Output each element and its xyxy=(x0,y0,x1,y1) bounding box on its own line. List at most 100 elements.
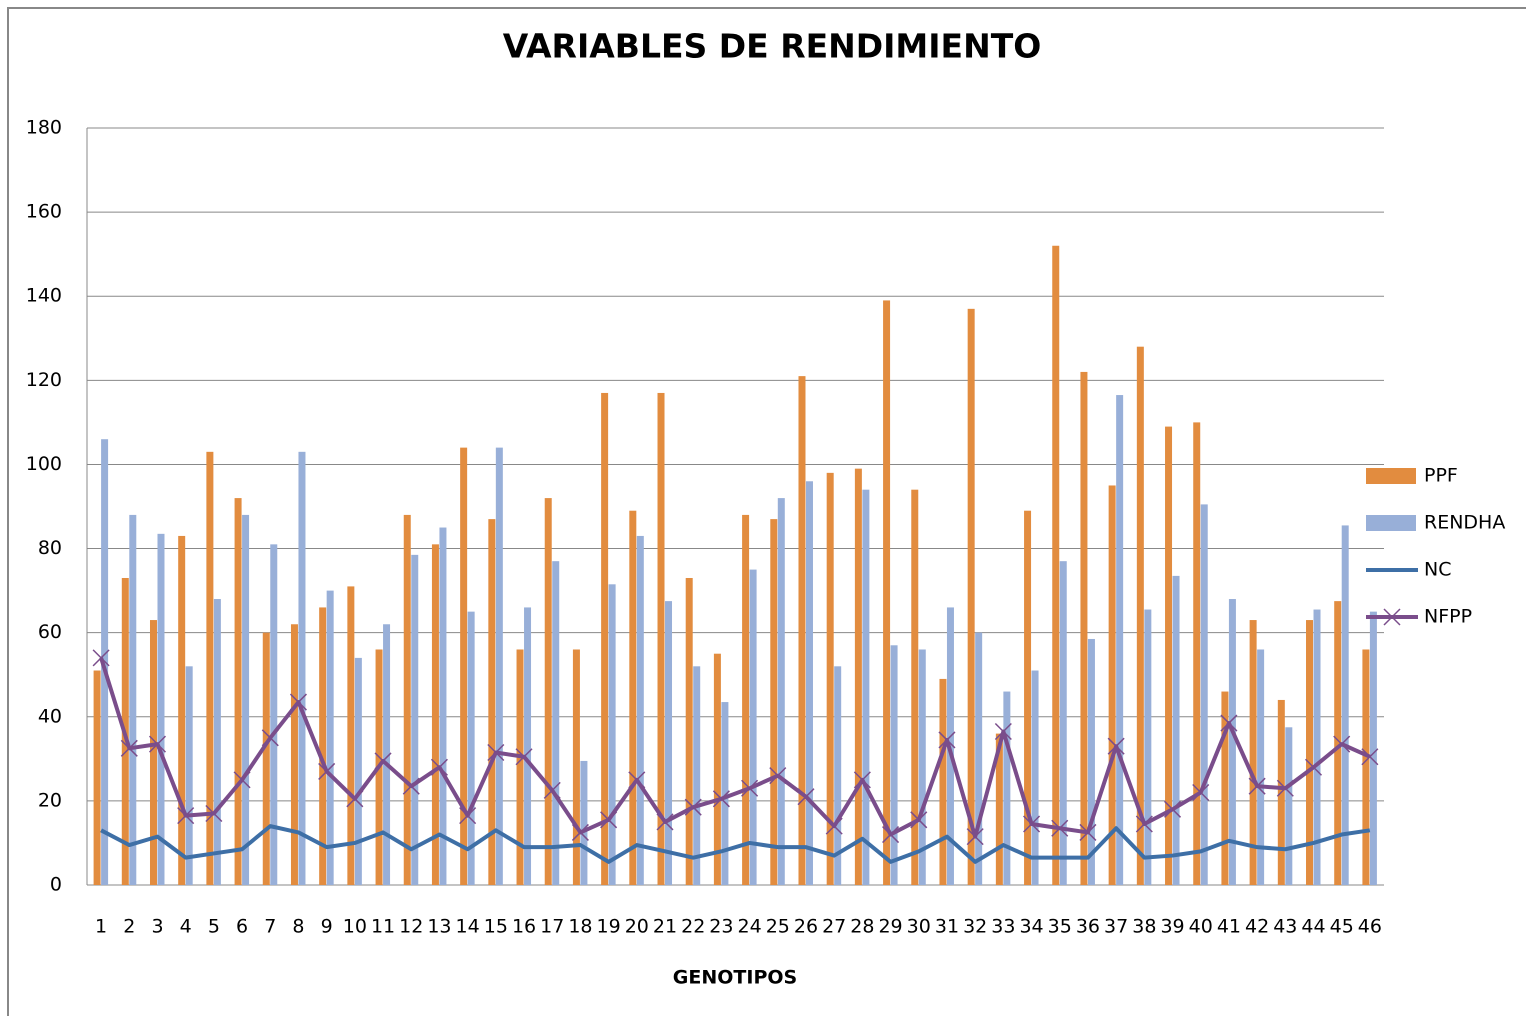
bar xyxy=(1193,422,1201,885)
line-marker xyxy=(92,649,110,667)
x-tick-label: 38 xyxy=(1132,916,1156,938)
bar xyxy=(347,586,355,885)
bar xyxy=(995,733,1003,885)
bar xyxy=(544,498,552,885)
line-marker xyxy=(402,777,420,795)
bar xyxy=(749,569,757,885)
x-tick-label: 25 xyxy=(766,916,790,938)
bar xyxy=(213,599,221,885)
line-marker xyxy=(1276,779,1294,797)
line-marker xyxy=(430,758,448,776)
bar xyxy=(1341,525,1349,885)
x-axis-label: GENOTIPOS xyxy=(673,967,797,989)
bar xyxy=(1003,691,1011,885)
x-tick-label: 26 xyxy=(794,916,818,938)
y-tick-label: 140 xyxy=(26,285,62,307)
bar xyxy=(608,584,616,885)
bar xyxy=(1362,649,1370,885)
legend-label: NC xyxy=(1424,559,1451,581)
bar xyxy=(713,653,721,885)
x-tick-label: 18 xyxy=(568,916,592,938)
bar xyxy=(488,519,496,885)
bar xyxy=(403,514,411,885)
line-marker xyxy=(1051,819,1069,837)
x-tick-label: 43 xyxy=(1273,916,1297,938)
bar xyxy=(1172,575,1180,885)
y-tick-label: 60 xyxy=(38,621,62,643)
bar xyxy=(1306,620,1314,885)
x-tick-label: 13 xyxy=(427,916,451,938)
x-tick-label: 8 xyxy=(292,916,304,938)
bar xyxy=(967,308,975,886)
bar xyxy=(495,447,503,885)
y-tick-label: 180 xyxy=(26,117,62,139)
bar xyxy=(129,514,137,885)
x-tick-label: 19 xyxy=(597,916,621,938)
bar xyxy=(149,620,157,885)
line-marker xyxy=(910,811,928,829)
x-tick-label: 9 xyxy=(321,916,333,938)
x-tick-label: 21 xyxy=(653,916,677,938)
x-tick-label: 44 xyxy=(1301,916,1325,938)
bar xyxy=(1285,727,1293,885)
line-marker xyxy=(853,771,871,789)
line-marker xyxy=(233,771,251,789)
bar xyxy=(1257,649,1265,885)
y-tick-label: 80 xyxy=(38,537,62,559)
bar xyxy=(431,544,439,885)
bar xyxy=(326,590,334,885)
x-tick-label: 12 xyxy=(399,916,423,938)
y-tick-label: 160 xyxy=(26,201,62,223)
x-tick-label: 35 xyxy=(1048,916,1072,938)
bar xyxy=(742,514,750,885)
y-tick-label: 100 xyxy=(26,453,62,475)
line-marker xyxy=(374,752,392,770)
bar xyxy=(629,510,637,885)
line-series xyxy=(100,824,1371,864)
bar xyxy=(1369,611,1377,885)
bar xyxy=(1228,599,1236,885)
bar xyxy=(1059,561,1067,885)
x-tick-label: 30 xyxy=(907,916,931,938)
legend-label: NFPP xyxy=(1424,606,1472,628)
y-tick-label: 40 xyxy=(38,705,62,727)
bar xyxy=(1313,609,1321,885)
line-marker xyxy=(797,788,815,806)
bar xyxy=(354,657,362,885)
bar xyxy=(770,519,778,885)
line-marker xyxy=(261,729,279,747)
legend-marker xyxy=(1383,608,1401,626)
x-tick-label: 37 xyxy=(1104,916,1128,938)
bar xyxy=(206,451,214,885)
legend-swatch xyxy=(1366,468,1416,484)
x-tick-label: 29 xyxy=(878,916,902,938)
line-marker xyxy=(1361,748,1379,766)
bar xyxy=(918,649,926,885)
x-tick-label: 32 xyxy=(963,916,987,938)
legend-label: PPF xyxy=(1424,465,1458,487)
line-marker xyxy=(515,748,533,766)
line-marker xyxy=(825,817,843,835)
bar xyxy=(939,678,947,885)
bar xyxy=(975,632,983,885)
x-tick-label: 16 xyxy=(512,916,536,938)
bar xyxy=(1144,609,1152,885)
bar xyxy=(319,607,327,885)
bar xyxy=(93,670,101,885)
bar xyxy=(467,611,475,885)
bar xyxy=(157,533,165,885)
bar xyxy=(805,481,813,885)
x-tick-label: 40 xyxy=(1189,916,1213,938)
bar xyxy=(234,498,242,885)
line-marker xyxy=(148,735,167,753)
x-tick-label: 3 xyxy=(151,916,163,938)
line-marker xyxy=(628,771,646,789)
x-tick-label: 14 xyxy=(456,916,480,938)
bar xyxy=(636,535,644,885)
bar xyxy=(1116,395,1124,885)
line-marker xyxy=(177,807,195,825)
line-marker xyxy=(205,804,223,823)
bar xyxy=(601,392,609,885)
x-tick-label: 5 xyxy=(208,916,220,938)
